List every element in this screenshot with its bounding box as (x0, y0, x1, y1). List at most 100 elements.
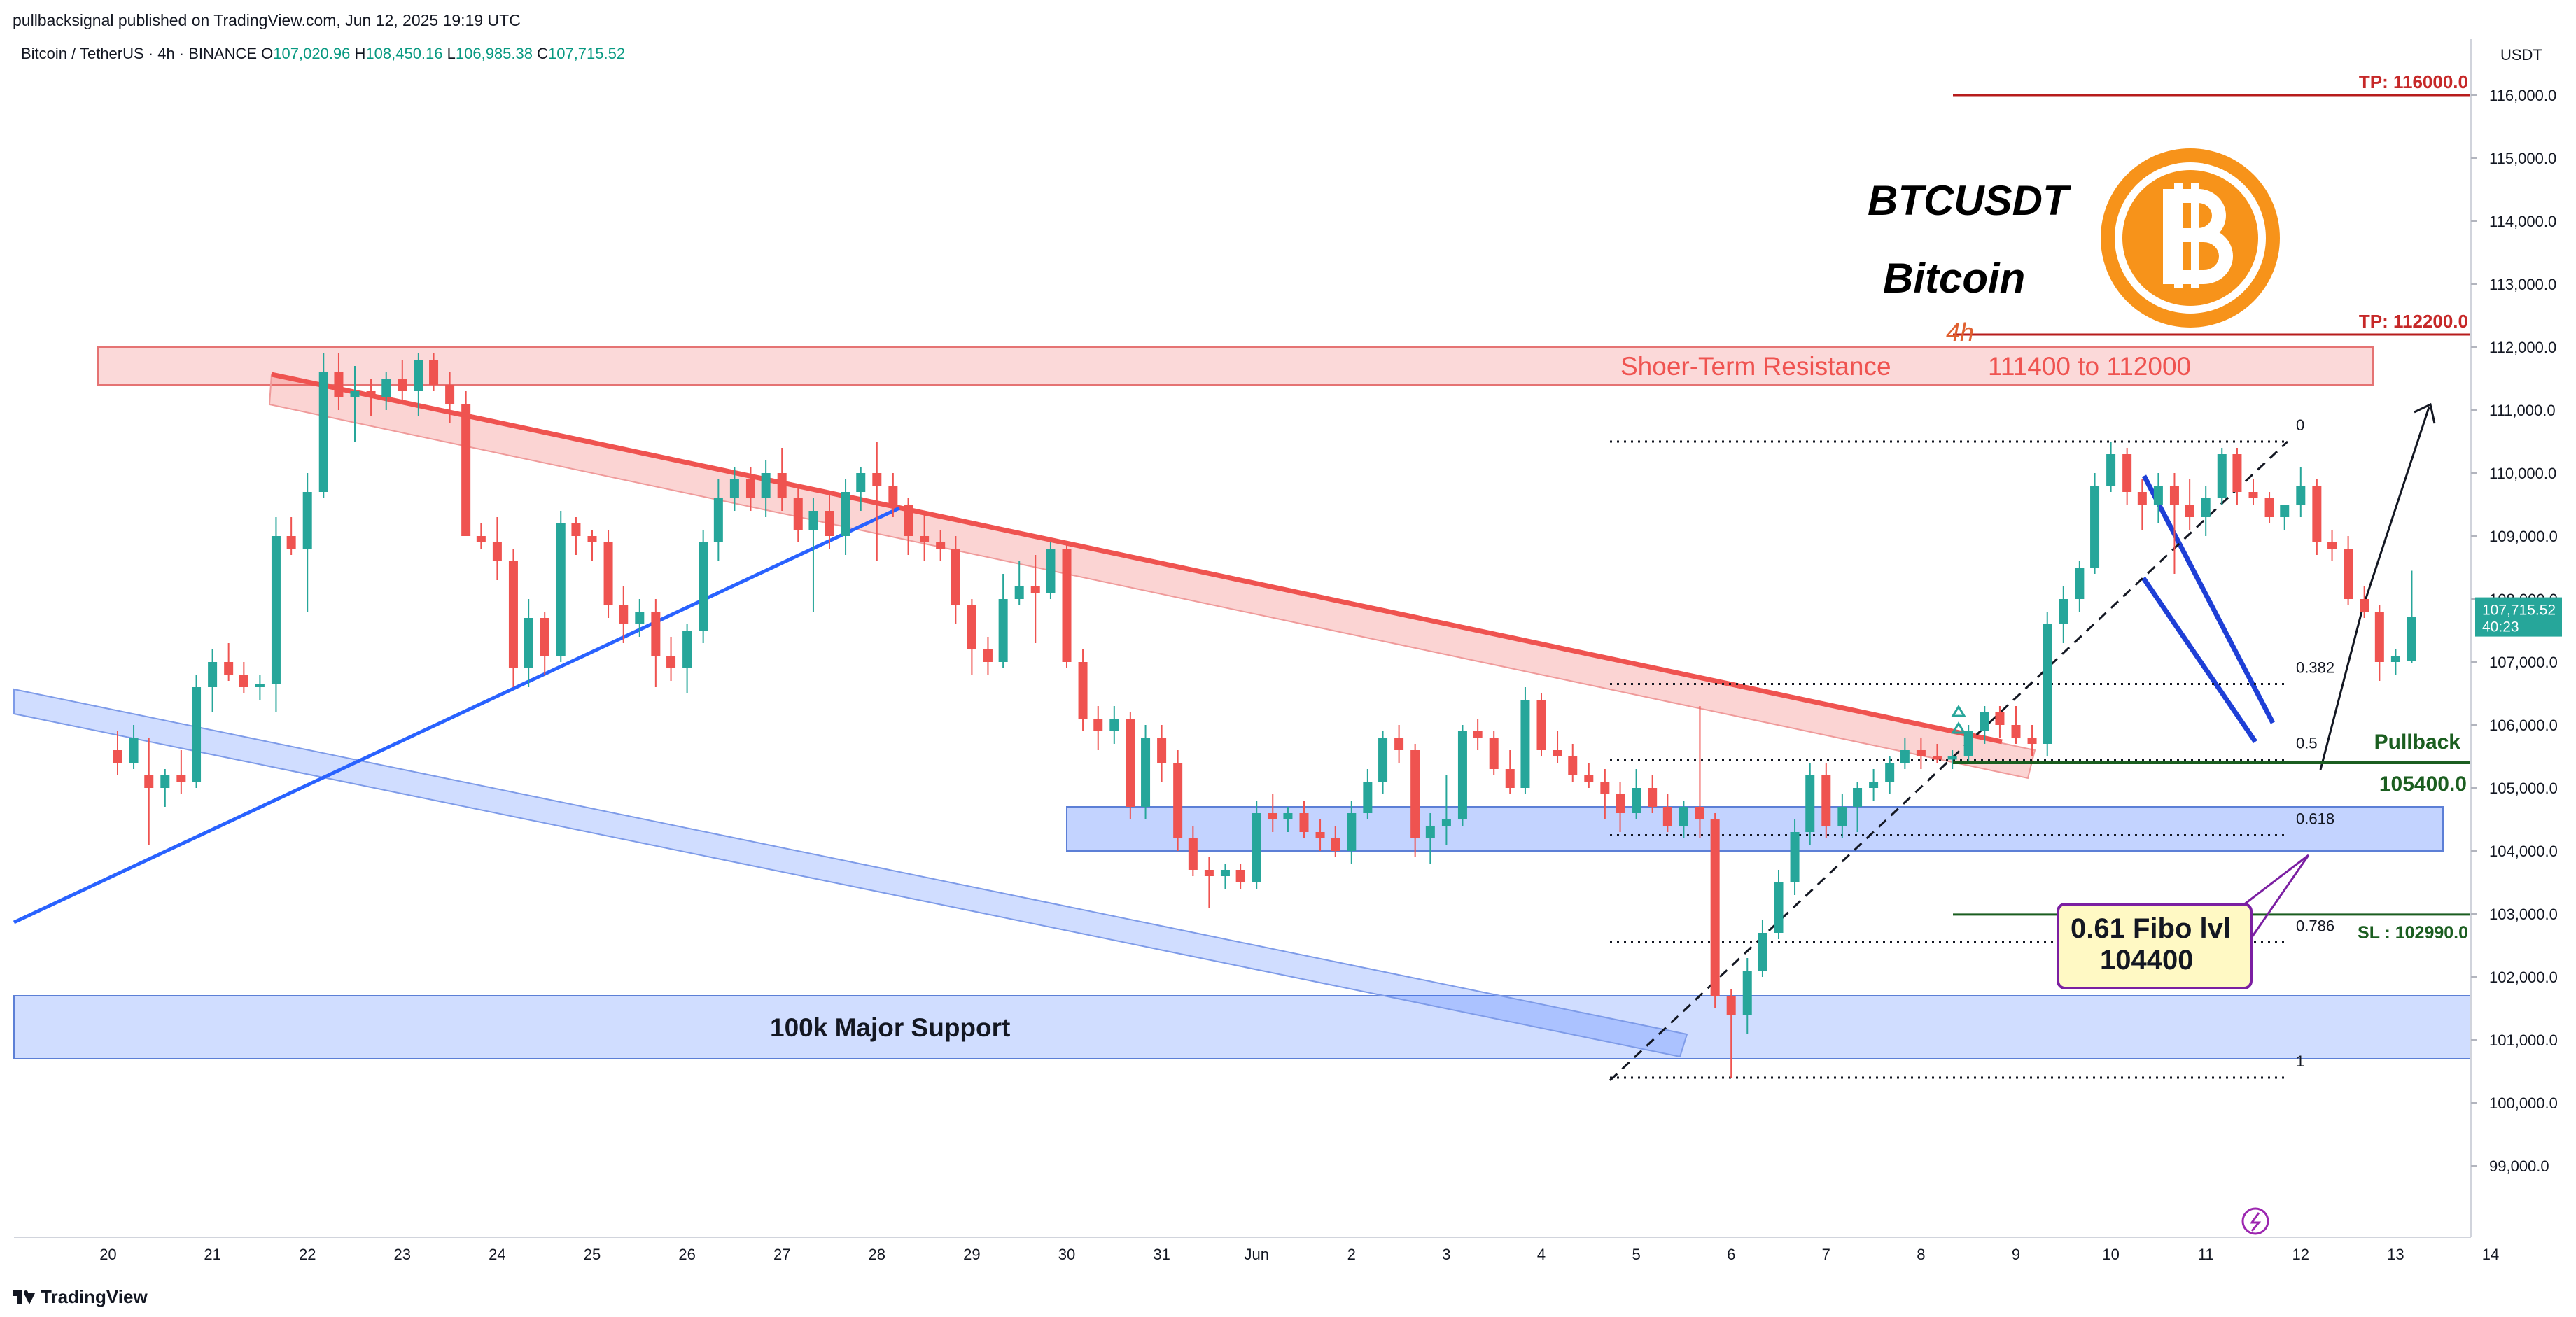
candle (1774, 870, 1784, 939)
lightning-icon-circle (2241, 1207, 2269, 1235)
time-tick-label: 9 (2012, 1246, 2020, 1263)
candle (1900, 738, 1910, 769)
candle (508, 549, 518, 687)
candle (2137, 479, 2147, 530)
candle-body (1062, 549, 1072, 662)
candle (682, 624, 692, 693)
price-tick-label: 110,000.0 (2489, 465, 2556, 482)
candle-body (2232, 454, 2242, 492)
candle (398, 360, 407, 404)
stop-loss-label: SL : 102990.0 (2358, 923, 2468, 943)
candle (1425, 813, 1435, 864)
candle (492, 517, 502, 580)
candle (2390, 649, 2400, 675)
candle (2011, 706, 2021, 744)
candle-body (2075, 568, 2085, 599)
brand-ticker: BTCUSDT (1868, 177, 2071, 224)
candle-body (1600, 782, 1610, 794)
candle-body (1014, 586, 1024, 599)
symbol-legend[interactable]: Bitcoin / TetherUS · 4h · BINANCE O107,0… (21, 45, 625, 63)
candle-body (508, 561, 518, 668)
candle (1963, 725, 1973, 763)
tradingview-logo-text: TradingView (41, 1286, 148, 1307)
candle (1584, 763, 1594, 788)
candle (2360, 586, 2370, 618)
ascending-trendline (13, 506, 901, 924)
candle (841, 479, 850, 555)
candle (1553, 731, 1562, 763)
candle-body (1916, 750, 1926, 756)
time-tick-label: 25 (584, 1246, 601, 1263)
candle-body (2280, 505, 2290, 517)
candle-body (1505, 769, 1515, 788)
candle (1710, 813, 1720, 1008)
candle-body (1980, 712, 1989, 731)
candle-body (398, 379, 407, 391)
currency-label[interactable]: USDT (2500, 46, 2542, 64)
tradingview-logo[interactable]: TradingView (13, 1286, 148, 1308)
candle (2344, 536, 2353, 605)
candle-body (318, 372, 328, 492)
candle-body (2264, 498, 2274, 517)
candle-body (1126, 719, 1135, 807)
price-tick-label: 105,000.0 (2489, 780, 2558, 797)
candle-body (366, 391, 376, 397)
candle-body (2217, 454, 2227, 498)
price-tick-label: 101,000.0 (2489, 1031, 2558, 1049)
candle (2407, 570, 2416, 663)
candle (239, 662, 248, 693)
candle (1030, 555, 1040, 643)
candle (1869, 769, 1879, 801)
candle (1632, 769, 1642, 819)
support-label: 100k Major Support (770, 1013, 1010, 1042)
candle-body (1900, 750, 1910, 763)
candle (951, 536, 960, 624)
candle-body (1536, 700, 1546, 750)
candle (176, 750, 186, 794)
candle (2264, 492, 2274, 523)
candle-body (1283, 813, 1293, 819)
candle (2312, 479, 2322, 555)
candle (255, 675, 265, 700)
pullback-label: Pullback (2374, 731, 2461, 754)
pullback-value-label: 105400.0 (2379, 773, 2467, 796)
time-tick-label: 5 (1632, 1246, 1640, 1263)
candle-body (1553, 750, 1562, 756)
candle-body (1662, 807, 1672, 826)
candle (1916, 738, 1926, 769)
candle (476, 523, 486, 549)
candle-body (841, 492, 850, 536)
candle (1062, 542, 1072, 668)
current-price-label: 107,715.52 (2482, 603, 2556, 619)
candle (983, 637, 993, 675)
candle (1568, 744, 1578, 782)
candle (318, 353, 328, 498)
candle-body (1473, 731, 1483, 738)
candle (540, 612, 550, 675)
candle (302, 473, 312, 612)
time-tick-label: 13 (2387, 1246, 2404, 1263)
candle-body (1853, 788, 1863, 807)
time-tick-label: 11 (2198, 1246, 2214, 1263)
candle-body (1220, 870, 1230, 876)
fib-level-label: 0.786 (2296, 917, 2334, 935)
candle (587, 530, 597, 561)
time-tick-label: 7 (1822, 1246, 1830, 1263)
price-tick-label: 112,000.0 (2489, 339, 2556, 356)
candle (1441, 775, 1451, 845)
candle-body (2090, 486, 2100, 568)
price-tick-label: 111,000.0 (2489, 402, 2556, 419)
time-tick-label: 2 (1348, 1246, 1356, 1263)
candle (635, 599, 645, 637)
candle-body (2344, 549, 2353, 599)
candles-layer (113, 353, 2416, 1078)
price-tick-label: 106,000.0 (2489, 717, 2558, 734)
candle-body (2059, 599, 2068, 624)
candle-body (1046, 549, 1056, 593)
candle-body (1204, 870, 1214, 876)
tradingview-logo-icon (13, 1290, 35, 1304)
candle-body (113, 750, 122, 763)
levels-layer: TP: 116000.0 TP: 112200.0 Pullback 105400.0… (1953, 71, 2471, 989)
candle-body (1378, 738, 1388, 782)
